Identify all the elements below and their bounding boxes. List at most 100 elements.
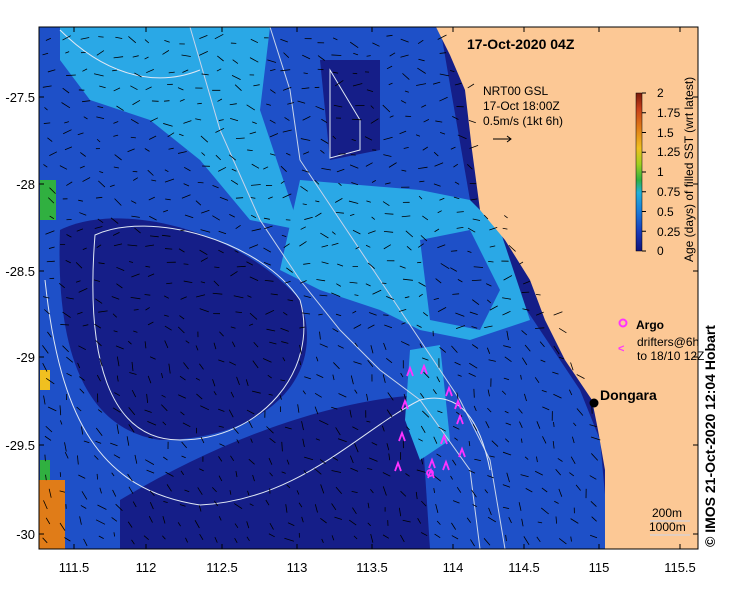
x-axis-label: 112.5 bbox=[206, 560, 238, 575]
velocity-arrow bbox=[149, 235, 159, 238]
velocity-arrow bbox=[453, 196, 460, 200]
velocity-arrow bbox=[486, 347, 491, 354]
velocity-arrow bbox=[454, 82, 462, 86]
drifter-legend-glyph: ˂ bbox=[618, 343, 624, 355]
velocity-arrow bbox=[302, 438, 305, 447]
velocity-arrow bbox=[503, 275, 513, 281]
velocity-arrow bbox=[315, 212, 322, 218]
velocity-arrow bbox=[161, 373, 163, 379]
velocity-arrow bbox=[455, 411, 463, 417]
velocity-arrow bbox=[99, 487, 102, 494]
velocity-arrow bbox=[64, 537, 71, 542]
velocity-arrow bbox=[280, 180, 285, 184]
velocity-arrow bbox=[354, 389, 358, 394]
vector-time: 17-Oct 18:00Z bbox=[483, 99, 560, 113]
velocity-arrow bbox=[212, 184, 219, 189]
velocity-arrow bbox=[503, 345, 511, 348]
velocity-arrow bbox=[434, 162, 444, 167]
velocity-arrow bbox=[370, 345, 374, 354]
velocity-arrow bbox=[185, 340, 190, 344]
velocity-arrow bbox=[98, 535, 104, 539]
velocity-arrow bbox=[252, 121, 257, 124]
velocity-arrow bbox=[331, 503, 337, 511]
velocity-arrow bbox=[45, 517, 51, 525]
velocity-arrow bbox=[349, 41, 359, 49]
velocity-arrow bbox=[383, 154, 392, 157]
velocity-arrow bbox=[570, 518, 579, 524]
velocity-arrow bbox=[303, 151, 310, 155]
velocity-arrow bbox=[196, 393, 203, 400]
velocity-arrow bbox=[304, 216, 313, 220]
velocity-arrow bbox=[283, 243, 290, 248]
velocity-arrow bbox=[45, 425, 53, 433]
velocity-arrow bbox=[297, 404, 300, 413]
velocity-arrow bbox=[371, 442, 378, 446]
velocity-arrow bbox=[483, 214, 489, 220]
velocity-arrow bbox=[452, 116, 459, 120]
velocity-arrow bbox=[450, 70, 455, 72]
velocity-arrow bbox=[301, 87, 310, 90]
velocity-arrow bbox=[349, 281, 358, 284]
velocity-arrow bbox=[336, 283, 342, 287]
velocity-arrow bbox=[212, 215, 221, 221]
velocity-arrow bbox=[319, 294, 328, 297]
velocity-arrow bbox=[96, 374, 101, 382]
velocity-arrow bbox=[555, 516, 557, 524]
velocity-arrow bbox=[265, 309, 275, 315]
velocity-arrow bbox=[269, 341, 277, 345]
velocity-arrow bbox=[506, 330, 509, 341]
velocity-arrow bbox=[540, 359, 546, 363]
velocity-arrow bbox=[110, 217, 119, 224]
velocity-arrow bbox=[235, 471, 238, 478]
velocity-arrow bbox=[284, 537, 295, 542]
velocity-arrow bbox=[252, 390, 261, 394]
velocity-arrow bbox=[352, 83, 363, 87]
velocity-arrow bbox=[183, 280, 193, 283]
velocity-arrow bbox=[371, 216, 376, 220]
velocity-arrow bbox=[78, 288, 88, 293]
velocity-arrow bbox=[79, 212, 87, 216]
velocity-arrow bbox=[386, 34, 393, 37]
velocity-arrow bbox=[130, 85, 138, 91]
velocity-arrow bbox=[164, 169, 169, 173]
velocity-arrow bbox=[286, 152, 291, 156]
colorbar-tick-label: 0.25 bbox=[657, 225, 681, 239]
velocity-arrow bbox=[382, 425, 385, 432]
velocity-arrow bbox=[417, 39, 424, 44]
velocity-arrow bbox=[505, 422, 512, 426]
velocity-arrow bbox=[287, 102, 295, 105]
velocity-arrow bbox=[66, 297, 74, 300]
velocity-arrow bbox=[45, 474, 47, 481]
velocity-arrow bbox=[149, 502, 154, 510]
contour-ring-4 bbox=[59, 29, 201, 79]
velocity-arrow bbox=[364, 136, 373, 141]
velocity-arrow bbox=[234, 503, 243, 510]
velocity-arrow bbox=[489, 305, 498, 311]
velocity-arrow bbox=[98, 180, 106, 188]
velocity-arrow bbox=[433, 297, 440, 300]
velocity-arrow bbox=[83, 440, 90, 444]
drifter-chevron bbox=[454, 398, 462, 410]
velocity-arrow bbox=[504, 356, 512, 363]
velocity-arrow bbox=[181, 455, 186, 459]
velocity-arrow bbox=[433, 436, 438, 444]
velocity-arrow bbox=[76, 406, 82, 412]
velocity-arrow bbox=[483, 538, 491, 546]
velocity-arrow bbox=[524, 344, 531, 352]
velocity-arrow bbox=[96, 116, 105, 119]
velocity-arrow bbox=[405, 230, 414, 238]
velocity-arrow bbox=[400, 407, 403, 412]
velocity-arrow bbox=[181, 54, 191, 57]
y-axis-label: -28 bbox=[16, 177, 35, 192]
velocity-arrow bbox=[148, 516, 153, 523]
velocity-arrow bbox=[433, 488, 435, 493]
velocity-arrow bbox=[249, 131, 257, 135]
velocity-arrow bbox=[400, 341, 410, 346]
velocity-arrow bbox=[387, 392, 394, 401]
velocity-arrow bbox=[337, 345, 344, 349]
velocity-arrow bbox=[164, 178, 175, 183]
velocity-arrow bbox=[568, 389, 573, 396]
velocity-arrow bbox=[80, 37, 90, 40]
velocity-arrow bbox=[132, 55, 139, 58]
velocity-arrow bbox=[467, 250, 472, 253]
